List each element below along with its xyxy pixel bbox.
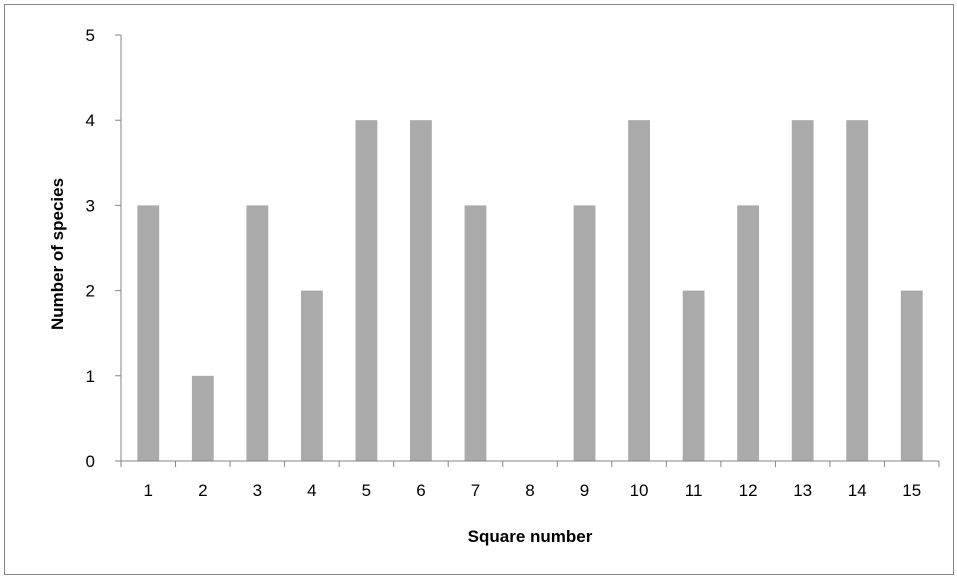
- x-tick-label: 5: [362, 481, 371, 500]
- bar-square-4: [300, 290, 323, 461]
- x-tick-label: 14: [848, 481, 867, 500]
- x-tick-label: 4: [307, 481, 316, 500]
- bar-square-9: [573, 205, 596, 461]
- bar-square-7: [464, 205, 487, 461]
- bar-square-6: [410, 120, 432, 461]
- bar-square-10: [628, 120, 650, 461]
- x-tick-label: 1: [144, 481, 153, 500]
- x-tick-label: 8: [525, 481, 534, 500]
- bars-group: [137, 120, 923, 461]
- x-tick-label: 11: [685, 481, 703, 500]
- y-axis-title: Number of species: [48, 178, 67, 330]
- x-ticks-group: 1 2 3 4 5 6 7 8 9 10 11 12 13 14 15: [120, 461, 940, 500]
- bar-square-5: [355, 120, 378, 461]
- x-tick-label: 9: [580, 481, 589, 500]
- bar-square-11: [682, 290, 705, 461]
- y-ticks-group: 0 1 2 3 4 5: [86, 26, 121, 471]
- x-tick-label: 2: [198, 481, 207, 500]
- x-axis-title: Square number: [468, 527, 593, 546]
- bar-square-13: [791, 120, 814, 461]
- x-tick-label: 10: [630, 481, 649, 500]
- bar-square-12: [737, 205, 760, 461]
- bar-square-15: [900, 290, 923, 461]
- bar-square-2: [191, 375, 214, 461]
- x-tick-label: 3: [253, 481, 262, 500]
- x-tick-label: 7: [471, 481, 480, 500]
- y-tick-label: 5: [86, 26, 95, 45]
- y-tick-label: 0: [86, 452, 95, 471]
- x-tick-label: 12: [739, 481, 758, 500]
- y-tick-label: 4: [86, 111, 95, 130]
- x-tick-label: 15: [902, 481, 921, 500]
- y-tick-label: 3: [86, 196, 95, 215]
- bar-square-1: [137, 205, 160, 461]
- x-tick-label: 13: [793, 481, 812, 500]
- y-tick-label: 1: [86, 367, 95, 386]
- x-tick-label: 6: [416, 481, 425, 500]
- bar-square-3: [246, 205, 269, 461]
- y-tick-label: 2: [86, 282, 95, 301]
- bar-square-14: [846, 120, 869, 461]
